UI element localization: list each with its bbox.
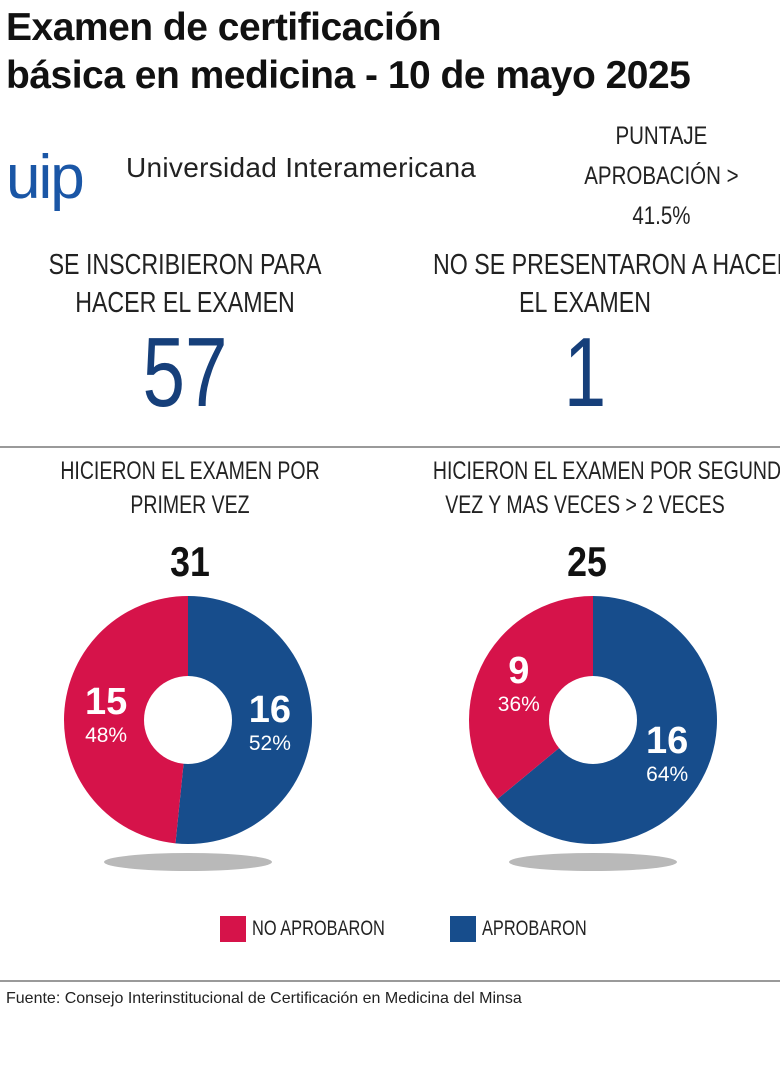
source-note: Fuente: Consejo Interinstitucional de Ce… [6, 990, 522, 1007]
title-line-2: básica en medicina - 10 de mayo 2025 [6, 54, 691, 97]
donut-shadow [104, 853, 272, 871]
donut-shadow [509, 853, 677, 871]
donut-hole [144, 676, 232, 764]
chart-2-title-line-1: HICIERON EL EXAMEN POR SEGUNDA [432, 457, 780, 485]
university-name: Universidad Interamericana [126, 152, 477, 183]
page-title: Examen de certificación básica en medici… [6, 4, 766, 100]
absent-label-2: EL EXAMEN [519, 287, 651, 319]
chart-2-title: HICIERON EL EXAMEN POR SEGUNDA VEZ Y MAS… [432, 454, 780, 522]
uip-logo: uip [6, 143, 85, 212]
absent-stat: NO SE PRESENTARON A HACER EL EXAMEN 1 [395, 246, 780, 427]
registered-label-1: SE INSCRIBIERON PARA [48, 249, 322, 281]
registered-label-2: HACER EL EXAMEN [75, 287, 295, 319]
slice-not-passed [64, 596, 188, 844]
chart-1-title: HICIERON EL EXAMEN POR PRIMER VEZ [42, 454, 338, 522]
threshold-box: PUNTAJE APROBACIÓN > 41.5% [555, 116, 768, 236]
legend-item-not-passed: NO APROBARON [220, 916, 422, 942]
logo-text: uip [6, 143, 83, 212]
slice-percent-label: 64% [646, 763, 688, 786]
chart-1-total: 31 [170, 538, 210, 585]
legend-swatch-not-passed [220, 916, 246, 942]
absent-value: 1 [563, 317, 607, 427]
legend-item-passed: APROBARON [450, 916, 616, 942]
threshold-label: PUNTAJE [615, 122, 708, 150]
section-divider [0, 446, 780, 448]
legend-label-not-passed: NO APROBARON [252, 917, 385, 940]
slice-percent-label: 48% [85, 724, 127, 747]
registered-stat: SE INSCRIBIERON PARA HACER EL EXAMEN 57 [0, 246, 370, 422]
legend-swatch-passed [450, 916, 477, 942]
title-line-1: Examen de certificación [6, 6, 442, 49]
footer-divider [0, 980, 780, 982]
slice-passed [175, 596, 313, 844]
slice-value-label: 15 [85, 681, 127, 723]
chart-2-title-line-2: VEZ Y MAS VECES > 2 VECES [445, 491, 725, 519]
absent-label-1: NO SE PRESENTARON A HACER [433, 249, 780, 281]
chart-1-title-line-1: HICIERON EL EXAMEN POR [60, 457, 320, 485]
threshold-value: APROBACIÓN > 41.5% [584, 162, 739, 230]
slice-value-label: 16 [249, 689, 291, 731]
slice-percent-label: 36% [498, 693, 540, 716]
slice-percent-label: 52% [249, 732, 291, 755]
donut-hole [549, 676, 637, 764]
slice-not-passed [469, 596, 593, 800]
registered-value: 57 [142, 317, 228, 427]
legend-label-passed: APROBARON [482, 917, 588, 940]
legend: NO APROBARON APROBARON [220, 913, 635, 945]
chart-1-title-line-2: PRIMER VEZ [130, 491, 250, 519]
slice-value-label: 9 [508, 650, 529, 692]
slice-value-label: 16 [646, 720, 688, 762]
chart-2-total: 25 [567, 538, 607, 585]
